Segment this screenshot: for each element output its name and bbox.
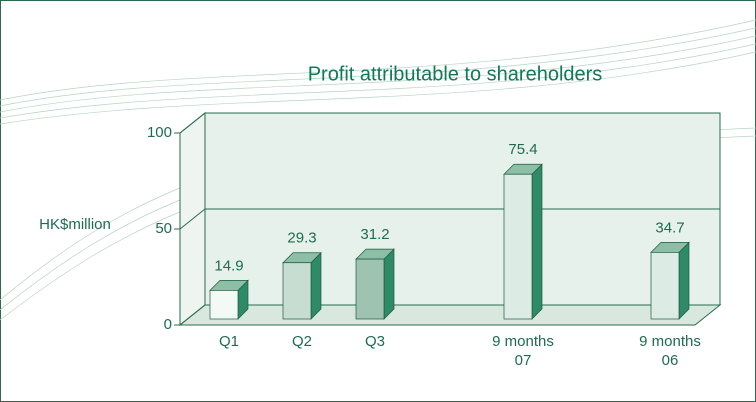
bar-side: [679, 242, 689, 319]
x-tick-label: Q2: [292, 333, 312, 350]
chart: Profit attributable to shareholders HK$m…: [0, 0, 756, 402]
value-label: 14.9: [214, 257, 243, 274]
bar: [210, 290, 238, 319]
y-tick-label: 100: [147, 124, 172, 141]
bar-side: [532, 164, 542, 319]
value-label: 34.7: [655, 219, 684, 236]
y-axis-label: HK$million: [39, 216, 111, 233]
y-tick-label: 0: [164, 316, 172, 333]
value-label: 29.3: [287, 230, 316, 247]
x-tick-label: Q1: [219, 333, 239, 350]
value-label: 75.4: [508, 141, 537, 158]
bar: [651, 252, 679, 319]
floor: [180, 305, 720, 325]
chart-title: Profit attributable to shareholders: [308, 63, 603, 85]
bar-side: [384, 249, 394, 319]
bar: [283, 263, 311, 319]
bar: [356, 259, 384, 319]
y-tick-label: 50: [155, 220, 172, 237]
value-label: 31.2: [360, 226, 389, 243]
bar-side: [311, 253, 321, 319]
bar: [504, 174, 532, 319]
x-tick-label: Q3: [365, 333, 385, 350]
